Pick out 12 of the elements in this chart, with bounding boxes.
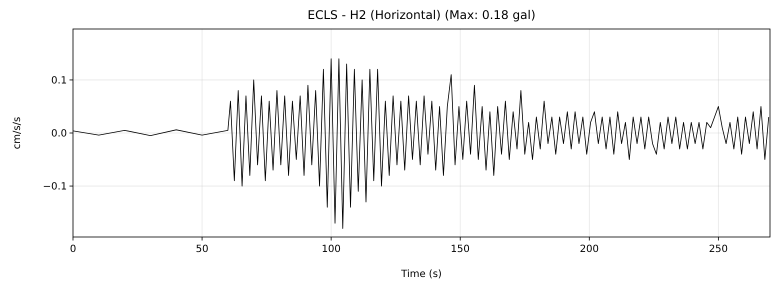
y-axis-title: cm/s/s: [12, 116, 23, 150]
x-tick-label: 250: [708, 244, 728, 255]
chart-title: ECLS - H2 (Horizontal) (Max: 0.18 gal): [307, 8, 536, 22]
x-axis-title: Time (s): [400, 269, 442, 280]
y-tick-label: 0.0: [51, 128, 67, 140]
x-tick-label: 0: [70, 244, 76, 255]
x-tick-label: 100: [322, 244, 341, 255]
x-tick-label: 50: [196, 244, 208, 255]
x-tick-label: 150: [450, 244, 470, 255]
y-tick-label: −0.1: [42, 182, 67, 193]
x-tick-label: 200: [580, 244, 599, 255]
y-tick-label: 0.1: [51, 75, 67, 86]
